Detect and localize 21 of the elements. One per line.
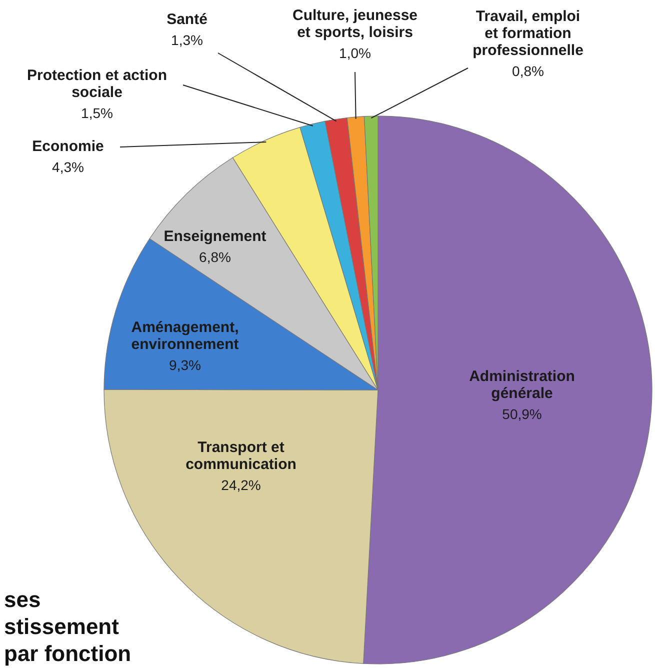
slice-label: Protection et action sociale xyxy=(26,67,168,101)
data-label: 1,3% xyxy=(171,32,203,48)
slice-label: Aménagement, environnement xyxy=(131,319,239,353)
data-label: 1,5% xyxy=(81,105,113,121)
data-label: 24,2% xyxy=(221,477,261,493)
data-label: 6,8% xyxy=(199,249,231,265)
text: par fonction xyxy=(4,641,132,666)
slice-label: Santé xyxy=(166,11,208,28)
data-label: 9,3% xyxy=(169,357,201,373)
data-label: 50,9% xyxy=(502,406,542,422)
slice-label: Economie xyxy=(32,138,104,155)
text: ses xyxy=(4,587,41,612)
slice-label: Culture, jeunesse et sports, loisirs xyxy=(292,7,418,41)
slice-label: Enseignement xyxy=(164,228,266,245)
slice-label: Transport et communication xyxy=(186,439,296,473)
slice-label: Administration générale xyxy=(469,368,575,402)
data-label: 0,8% xyxy=(512,63,544,79)
data-label: 4,3% xyxy=(52,159,84,175)
text: stissement xyxy=(4,614,120,639)
slice-label: Travail, emploi et formation professionnelle xyxy=(472,8,584,59)
data-label: 1,0% xyxy=(339,45,371,61)
